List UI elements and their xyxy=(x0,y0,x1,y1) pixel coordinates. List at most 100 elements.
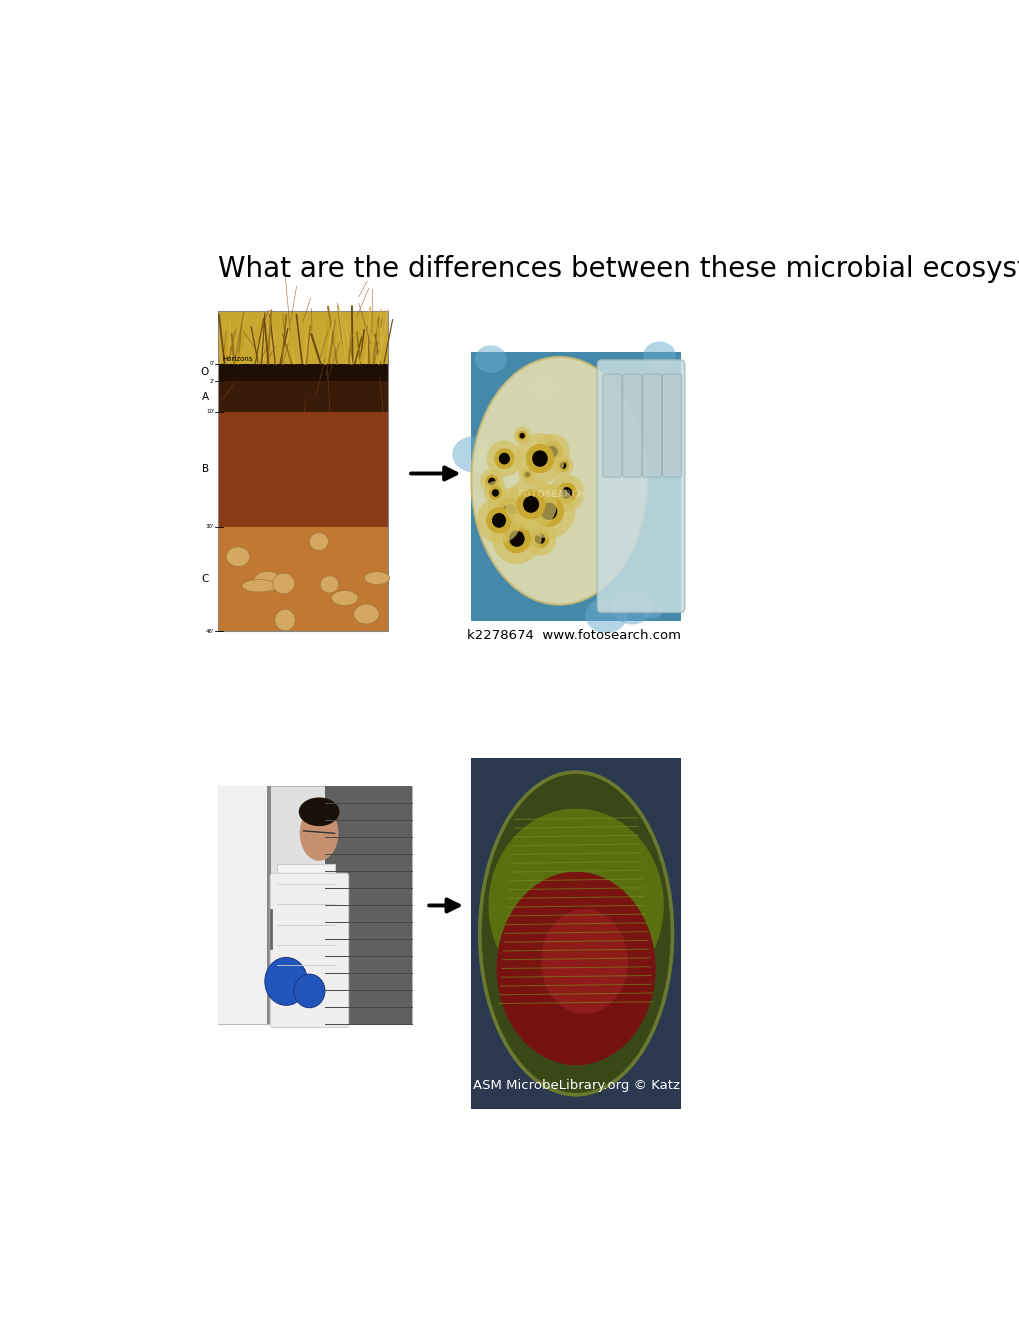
Ellipse shape xyxy=(487,488,532,535)
Ellipse shape xyxy=(508,466,535,488)
Bar xyxy=(267,785,270,1024)
Ellipse shape xyxy=(516,490,545,520)
Ellipse shape xyxy=(611,590,652,624)
Ellipse shape xyxy=(546,446,557,458)
Ellipse shape xyxy=(533,495,564,527)
Ellipse shape xyxy=(641,601,662,619)
Ellipse shape xyxy=(496,871,655,1065)
Ellipse shape xyxy=(474,346,506,374)
Bar xyxy=(218,527,388,631)
Ellipse shape xyxy=(491,490,498,496)
Ellipse shape xyxy=(274,610,294,631)
Ellipse shape xyxy=(556,459,569,471)
Text: Horizons: Horizons xyxy=(222,355,253,362)
Ellipse shape xyxy=(643,342,676,370)
Ellipse shape xyxy=(502,504,517,519)
Ellipse shape xyxy=(364,572,389,585)
Ellipse shape xyxy=(498,453,510,465)
Ellipse shape xyxy=(488,809,663,1002)
FancyBboxPatch shape xyxy=(623,374,641,477)
Ellipse shape xyxy=(505,478,556,531)
Ellipse shape xyxy=(491,513,541,564)
Bar xyxy=(471,758,681,1109)
Ellipse shape xyxy=(530,375,559,400)
Ellipse shape xyxy=(541,909,628,1014)
Ellipse shape xyxy=(293,974,325,1007)
Ellipse shape xyxy=(513,426,530,445)
Ellipse shape xyxy=(272,573,294,594)
Text: O: O xyxy=(201,367,209,378)
Ellipse shape xyxy=(540,503,556,520)
Ellipse shape xyxy=(559,462,566,469)
Bar xyxy=(218,312,388,364)
Ellipse shape xyxy=(530,529,549,548)
Ellipse shape xyxy=(560,487,572,499)
Text: FOTOSEARCH: FOTOSEARCH xyxy=(517,490,585,499)
Bar xyxy=(218,381,388,412)
Ellipse shape xyxy=(585,598,627,634)
Ellipse shape xyxy=(519,466,536,483)
FancyBboxPatch shape xyxy=(642,374,661,477)
FancyBboxPatch shape xyxy=(597,360,684,612)
Ellipse shape xyxy=(491,513,505,528)
Ellipse shape xyxy=(532,450,547,467)
Ellipse shape xyxy=(525,471,530,478)
Ellipse shape xyxy=(488,486,501,500)
Ellipse shape xyxy=(502,524,531,553)
Ellipse shape xyxy=(508,531,524,546)
Bar xyxy=(471,351,681,620)
Text: k2278674  www.fotosearch.com: k2278674 www.fotosearch.com xyxy=(467,630,681,642)
Ellipse shape xyxy=(309,533,328,550)
Ellipse shape xyxy=(483,480,506,504)
Ellipse shape xyxy=(488,478,495,486)
Bar xyxy=(218,412,388,527)
Ellipse shape xyxy=(523,521,556,556)
Text: A: A xyxy=(202,392,209,401)
Text: 0': 0' xyxy=(209,362,214,366)
Text: C: C xyxy=(202,574,209,583)
Ellipse shape xyxy=(535,434,570,470)
Bar xyxy=(276,865,334,965)
Ellipse shape xyxy=(534,533,544,544)
Ellipse shape xyxy=(226,546,250,566)
Text: 2': 2' xyxy=(209,379,214,384)
Ellipse shape xyxy=(354,605,379,624)
Ellipse shape xyxy=(300,805,338,861)
Ellipse shape xyxy=(496,498,522,524)
Ellipse shape xyxy=(519,433,525,438)
Bar xyxy=(218,785,267,1024)
Ellipse shape xyxy=(517,430,527,441)
FancyBboxPatch shape xyxy=(270,874,348,1027)
Ellipse shape xyxy=(552,455,573,477)
Ellipse shape xyxy=(265,957,307,1006)
Bar xyxy=(218,785,412,1024)
Text: 30': 30' xyxy=(206,524,214,529)
Text: 46': 46' xyxy=(206,628,214,634)
Ellipse shape xyxy=(522,470,532,479)
Ellipse shape xyxy=(479,772,672,1094)
Ellipse shape xyxy=(522,484,575,539)
Ellipse shape xyxy=(299,797,339,826)
Ellipse shape xyxy=(525,444,553,473)
Text: 10': 10' xyxy=(206,409,214,414)
Ellipse shape xyxy=(548,475,584,511)
Ellipse shape xyxy=(451,437,494,473)
Ellipse shape xyxy=(331,590,358,606)
FancyBboxPatch shape xyxy=(602,374,622,477)
Ellipse shape xyxy=(476,498,521,544)
Ellipse shape xyxy=(320,576,338,593)
Bar xyxy=(218,312,388,631)
Text: ASM MicrobeLibrary.org © Katz: ASM MicrobeLibrary.org © Katz xyxy=(472,1080,679,1093)
Bar xyxy=(218,364,388,381)
Text: B: B xyxy=(202,465,209,474)
Ellipse shape xyxy=(556,483,576,503)
FancyBboxPatch shape xyxy=(662,374,681,477)
Ellipse shape xyxy=(486,441,522,477)
Ellipse shape xyxy=(486,507,512,533)
Ellipse shape xyxy=(523,496,539,513)
Text: What are the differences between these microbial ecosystems?: What are the differences between these m… xyxy=(218,255,1019,282)
Ellipse shape xyxy=(253,572,282,591)
Bar xyxy=(325,785,412,1024)
Ellipse shape xyxy=(471,356,647,605)
Ellipse shape xyxy=(480,470,503,494)
